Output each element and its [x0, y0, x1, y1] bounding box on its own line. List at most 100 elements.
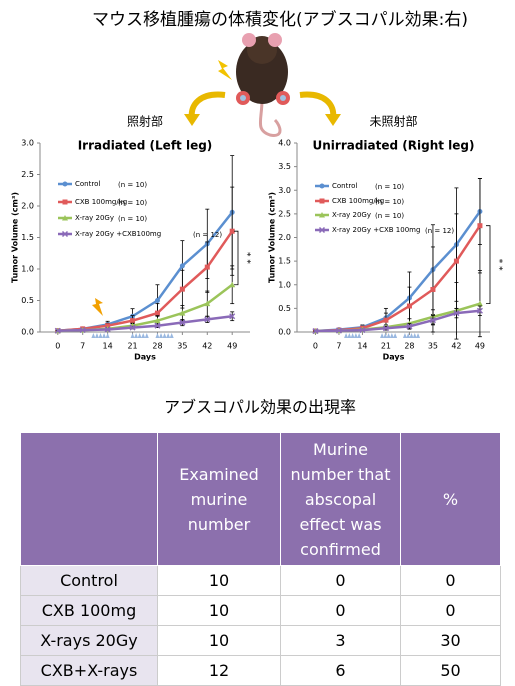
irradiation-marker [413, 333, 417, 338]
data-point [477, 223, 482, 228]
irradiation-marker [416, 333, 420, 338]
y-tick-label: 1.5 [21, 233, 34, 242]
legend-note: (n = 10) [118, 199, 147, 207]
legend-label: X-ray 20Gy +CXB100mg [75, 230, 161, 238]
table-cell: 6 [281, 656, 401, 686]
irradiation-marker [166, 333, 170, 338]
legend-note: (n = 10) [375, 212, 404, 220]
x-tick-label: 14 [357, 342, 367, 351]
x-tick-label: 49 [475, 342, 485, 351]
x-axis-label: Days [134, 353, 156, 362]
figure: マウス移植腫瘍の体積変化(アブスコパル効果:右) アブスコパル効果の出現率 照射… [0, 0, 515, 432]
x-tick-label: 14 [103, 342, 113, 351]
legend-note: (n = 12) [425, 227, 454, 235]
table: Examined murine number Murine number tha… [20, 432, 501, 686]
x-tick-label: 21 [127, 342, 137, 351]
x-tick-label: 28 [152, 342, 162, 351]
lightning-icon [92, 298, 103, 316]
significance-bracket [234, 231, 238, 285]
table-cell: 0 [401, 596, 501, 626]
table-cell: 10 [158, 566, 281, 596]
data-point [180, 263, 185, 268]
irradiation-marker [102, 333, 106, 338]
data-point [320, 184, 325, 189]
y-tick-label: 2.5 [21, 170, 34, 179]
arrow-head [325, 114, 341, 126]
irradiation-marker [393, 333, 397, 338]
legend-label: Control [332, 182, 357, 190]
y-tick-label: 3.0 [21, 139, 34, 148]
x-tick-label: 49 [227, 342, 237, 351]
x-tick-label: 35 [428, 342, 438, 351]
data-point [454, 259, 459, 264]
legend-note: (n = 10) [118, 181, 147, 189]
irradiation-marker [106, 333, 110, 338]
data-point [205, 265, 210, 270]
data-point [320, 199, 325, 204]
chart-subtitle: 照射部 [127, 114, 163, 129]
irradiation-marker [145, 333, 149, 338]
table-row: X-rays 20Gy10330 [21, 626, 501, 656]
chart-title: Unirradiated (Right leg) [313, 139, 475, 153]
header-cell: Murine number that abscopal effect was c… [281, 433, 401, 566]
header-row: Examined murine number Murine number tha… [21, 433, 501, 566]
irradiation-marker [159, 333, 163, 338]
legend-note: (n = 10) [375, 198, 404, 206]
irradiation-marker [380, 333, 384, 338]
header-cell [21, 433, 158, 566]
data-point [383, 318, 388, 323]
table-cell: 12 [158, 656, 281, 686]
x-tick-label: 7 [80, 342, 85, 351]
header-cell: Examined murine number [158, 433, 281, 566]
x-tick-label: 28 [404, 342, 414, 351]
y-tick-label: 0.5 [278, 304, 291, 313]
data-point [155, 311, 160, 316]
y-tick-label: 0.0 [278, 328, 291, 337]
header-cell: % [401, 433, 501, 566]
legend-note: (n = 10) [118, 215, 147, 223]
table-cell: 10 [158, 626, 281, 656]
x-tick-label: 0 [55, 342, 60, 351]
row-header: CXB+X-rays [21, 656, 158, 686]
irradiation-marker [170, 333, 174, 338]
irradiation-marker [383, 333, 387, 338]
x-tick-label: 42 [202, 342, 212, 351]
y-tick-label: 2.0 [278, 233, 291, 242]
irradiation-marker [351, 333, 355, 338]
y-tick-label: 1.0 [21, 265, 34, 274]
table-cell: 50 [401, 656, 501, 686]
data-point [180, 287, 185, 292]
row-header: CXB 100mg [21, 596, 158, 626]
irradiation-marker [95, 333, 99, 338]
chart-title: Irradiated (Left leg) [78, 139, 213, 153]
y-tick-label: 0.0 [21, 328, 34, 337]
x-tick-label: 7 [336, 342, 341, 351]
irradiation-marker [357, 333, 361, 338]
data-point [63, 182, 68, 187]
x-tick-label: 0 [313, 342, 318, 351]
irradiation-marker [141, 333, 145, 338]
irradiation-marker [134, 333, 138, 338]
table-cell: 10 [158, 596, 281, 626]
main-title: マウス移植腫瘍の体積変化(アブスコパル効果:右) [92, 9, 468, 30]
mouse-illustration [236, 33, 290, 135]
table-cell: 0 [401, 566, 501, 596]
irradiation-marker [91, 333, 95, 338]
data-point [155, 298, 160, 303]
x-tick-label: 35 [177, 342, 187, 351]
irradiation-marker [155, 333, 159, 338]
irradiation-marker [138, 333, 142, 338]
legend-note: (n = 12) [193, 231, 222, 239]
y-tick-label: 1.0 [278, 280, 291, 289]
data-point [230, 229, 235, 234]
y-tick-label: 2.5 [278, 209, 291, 218]
irradiation-marker [163, 333, 167, 338]
irradiation-marker [99, 333, 103, 338]
y-axis-label: Tumor Volume (cm³) [268, 192, 277, 283]
irradiation-marker [347, 333, 351, 338]
y-axis-label: Tumor Volume (cm³) [11, 192, 20, 283]
legend-label: X-ray 20Gy [75, 214, 114, 222]
table-cell: 0 [281, 566, 401, 596]
